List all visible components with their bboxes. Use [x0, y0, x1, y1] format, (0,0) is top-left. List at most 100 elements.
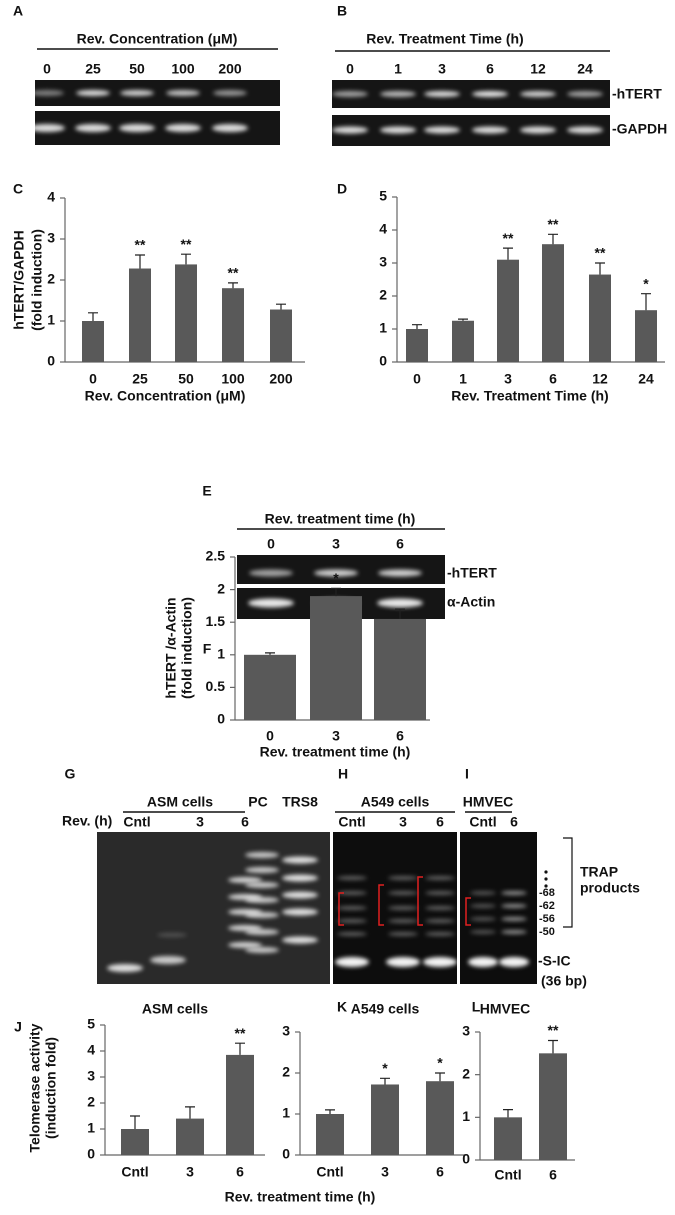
gel-band: [245, 912, 279, 918]
significance: *: [333, 570, 339, 586]
gel-band: [501, 891, 527, 895]
error-bar: [595, 262, 605, 275]
bar: [175, 264, 197, 362]
gel-band: [423, 957, 457, 967]
y-axis-label: (induction fold): [43, 1037, 59, 1139]
lane-label: 6: [486, 61, 494, 77]
gel-band: [228, 942, 262, 948]
red-bracket: [417, 876, 423, 926]
red-bracket: [338, 892, 344, 926]
gel-band: [228, 877, 262, 883]
y-tick-label: 1: [462, 1108, 470, 1124]
x-tick-label: 6: [549, 1167, 557, 1183]
gel-band: [425, 919, 455, 923]
gel-band: [337, 919, 367, 923]
y-tick-label: 2.5: [206, 548, 226, 564]
significance: **: [228, 265, 239, 281]
gel-band: [470, 930, 496, 934]
x-tick-label: 0: [89, 371, 97, 387]
y-tick-label: 3: [87, 1068, 95, 1084]
error-bar: [503, 1109, 513, 1118]
significance: **: [595, 245, 606, 261]
gel-band: [337, 932, 367, 936]
x-tick-label: 12: [592, 371, 608, 387]
bar: [426, 1081, 454, 1155]
bar: [82, 321, 104, 362]
x-tick-label: 6: [549, 371, 557, 387]
lane-label: 3: [332, 536, 340, 552]
error-bar: [458, 318, 468, 321]
gel-band: [165, 124, 201, 132]
gel-band: [337, 906, 367, 910]
x-tick-label: 200: [269, 371, 293, 387]
significance: **: [181, 236, 192, 252]
x-tick-label: 0: [266, 728, 274, 744]
y-tick-label: 5: [379, 188, 387, 204]
lane-label: 6: [436, 814, 444, 830]
error-bar: [181, 253, 191, 265]
x-tick-label: 3: [381, 1164, 389, 1180]
gel-band: [166, 90, 200, 96]
gel-band: [501, 917, 527, 921]
y-tick-label: 3: [379, 254, 387, 270]
lane-label: PC: [248, 794, 267, 810]
dot: [544, 870, 548, 874]
x-tick-label: 25: [132, 371, 148, 387]
gel-band: [567, 126, 603, 134]
error-bar: [548, 233, 558, 245]
gel: [332, 115, 610, 146]
error-bar: [265, 652, 275, 655]
bar: [270, 309, 292, 362]
y-tick-label: 1.5: [206, 613, 226, 629]
bar: [494, 1117, 522, 1160]
bar: [406, 329, 428, 362]
gel-band: [378, 569, 422, 577]
y-tick-label: 0: [379, 353, 387, 369]
gel-band: [567, 91, 603, 97]
bar: [176, 1118, 204, 1155]
gel-band: [30, 90, 64, 96]
gel-band: [75, 124, 111, 132]
error-bar: [380, 1077, 390, 1085]
bar: [121, 1129, 149, 1155]
panel-label: H: [338, 766, 348, 782]
lane-label: 25: [85, 61, 101, 77]
panel-label: J: [14, 1019, 22, 1035]
bar: [244, 654, 296, 720]
lane-label: Cntl: [338, 814, 365, 830]
lane-label: 3: [399, 814, 407, 830]
gel-band: [29, 124, 65, 132]
red-bracket: [378, 884, 384, 926]
gel-band: [337, 891, 367, 895]
gel-band: [212, 124, 248, 132]
chart-title: A549 cells: [351, 1001, 420, 1017]
ic-label: (36 bp): [541, 973, 587, 989]
bar: [452, 320, 474, 362]
error-bar: [185, 1106, 195, 1119]
gel-band: [76, 90, 110, 96]
error-bar: [235, 1042, 245, 1055]
panel-label: A: [13, 3, 23, 19]
band-label: -hTERT: [612, 86, 662, 102]
gel-band: [501, 930, 527, 934]
gel-title: Rev. Concentration (μM): [77, 31, 238, 47]
y-tick-label: 2: [282, 1064, 290, 1080]
panel-label: K: [337, 999, 347, 1015]
gel-title: ASM cells: [147, 794, 213, 810]
panel-label: E: [202, 483, 211, 499]
gel-band: [249, 569, 293, 577]
gel-band: [425, 876, 455, 880]
y-tick-label: 1: [217, 646, 225, 662]
gel-band: [472, 91, 508, 97]
y-tick-label: 3: [462, 1023, 470, 1039]
chart-title: HMVEC: [480, 1001, 531, 1017]
panel-label: D: [337, 181, 347, 197]
panel-label: L: [472, 999, 481, 1015]
gel-band: [245, 867, 279, 873]
x-axis-label: Rev. treatment time (h): [225, 1189, 376, 1205]
dot: [544, 884, 548, 888]
gel-band: [282, 908, 318, 916]
gel-band: [314, 569, 358, 577]
marker-label: -50: [539, 926, 555, 938]
